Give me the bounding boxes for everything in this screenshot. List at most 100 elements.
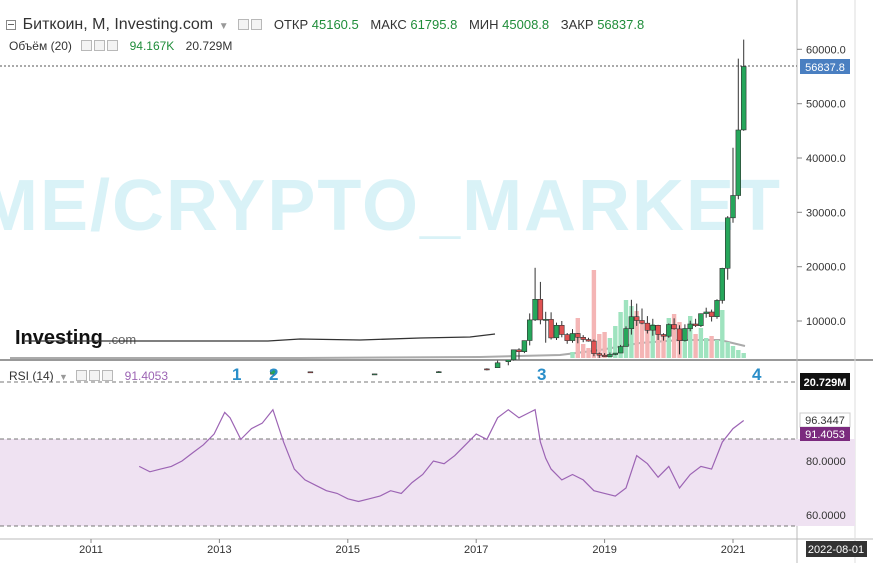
candle: [714, 299, 720, 319]
price-tick-label: 20000.0: [806, 262, 846, 274]
axes: 60000.0 50000.0 40000.0 30000.0 20000.0 10000…: [79, 44, 846, 556]
gear-icon[interactable]: [251, 19, 263, 30]
candle: [724, 216, 731, 280]
volume-bar: [714, 340, 720, 358]
eye-icon[interactable]: [81, 40, 93, 51]
candle-body: [436, 371, 442, 374]
volume-bar: [602, 332, 607, 358]
candle-body: [591, 340, 597, 354]
candle-body: [526, 319, 533, 341]
volume-bar: [682, 328, 687, 358]
volume-bar: [650, 324, 655, 358]
chevron-down-icon[interactable]: ▼: [218, 21, 229, 32]
watermark-text: T.ME/CRYPTO_MARKET: [0, 166, 782, 246]
candle-body: [371, 373, 378, 376]
candle: [650, 318, 656, 336]
volume-bar: [586, 348, 591, 358]
volume-value-2: 20.729M: [185, 39, 233, 53]
eye-icon[interactable]: [238, 19, 250, 30]
candle-body: [601, 354, 608, 357]
candle-body: [703, 311, 709, 314]
candle-body: [714, 300, 720, 317]
candle: [628, 299, 635, 335]
volume-bar: [581, 344, 586, 358]
gear-icon[interactable]: [94, 40, 106, 51]
candle-body: [548, 319, 554, 339]
volume-bar: [693, 334, 698, 358]
candle: [719, 267, 726, 304]
candle: [639, 308, 645, 325]
volume-bar: [607, 338, 613, 358]
candle: [596, 352, 603, 358]
candle-body: [607, 354, 613, 357]
rsi-tick-label: 80.0000: [806, 456, 846, 468]
time-cursor-label: 2022-08-01: [808, 544, 864, 556]
candle: [270, 369, 276, 375]
rsi-value: 91.4053: [124, 369, 169, 383]
current-price-badge: [800, 59, 850, 74]
candle: [671, 318, 677, 330]
volume-bar: [639, 322, 645, 358]
candle-body: [655, 324, 661, 335]
candle-body: [730, 195, 736, 219]
candle-body: [542, 319, 549, 321]
annotation-4: 4: [752, 365, 762, 384]
volume-bar: [618, 312, 623, 358]
candle-body: [682, 328, 688, 341]
price-tick-label: 10000.0: [806, 316, 846, 328]
volume-bar: [570, 352, 575, 358]
candle-body: [617, 346, 624, 354]
candle: [516, 348, 522, 360]
candle-body: [521, 340, 528, 353]
candle-body: [644, 322, 651, 331]
volume-badge: [800, 373, 850, 390]
candle: [703, 307, 709, 318]
candle: [371, 373, 378, 376]
candle-body: [569, 333, 576, 341]
rsi-line: [138, 408, 745, 503]
candle: [692, 318, 699, 327]
volume-bar: [655, 332, 661, 358]
rsi-legend: RSI (14) ▼ 91.4053: [9, 369, 168, 383]
candle: [585, 337, 592, 342]
close-label: ЗАКР: [560, 17, 594, 32]
volume-legend: Объём (20) 94.167K 20.729M: [9, 39, 232, 53]
candle-body: [516, 349, 522, 352]
volume-bar: [741, 353, 746, 358]
logo-text: Investing: [15, 327, 103, 349]
open-label: ОТКР: [273, 17, 309, 32]
investing-logo: Investing .com: [15, 327, 136, 349]
candle-body: [580, 336, 586, 340]
volume-value-1: 94.167K: [129, 39, 175, 53]
candle: [532, 267, 538, 321]
candle-body: [628, 316, 635, 330]
rsi-current-label: 91.4053: [805, 429, 845, 441]
collapse-icon[interactable]: [6, 20, 16, 30]
time-tick-label: 2019: [592, 544, 616, 556]
eye-icon[interactable]: [76, 370, 88, 381]
current-price-label: 56837.8: [805, 62, 845, 74]
candle: [591, 339, 597, 357]
candle: [676, 325, 683, 355]
candle-body: [532, 298, 538, 321]
time-tick-label: 2021: [721, 544, 745, 556]
chevron-down-icon[interactable]: ▼: [59, 372, 68, 382]
candle-body: [537, 298, 544, 321]
candle-body: [596, 353, 603, 356]
candle-body: [307, 371, 314, 374]
close-icon[interactable]: [107, 40, 119, 51]
volume-badge-label: 20.729M: [804, 377, 847, 389]
time-tick-label: 2011: [79, 544, 103, 556]
open-value: 45160.5: [311, 17, 359, 32]
candle-body: [660, 334, 667, 337]
volume-bar: [671, 314, 677, 358]
candle: [687, 320, 693, 332]
close-icon[interactable]: [102, 370, 114, 381]
volume-bar: [725, 342, 730, 358]
gear-icon[interactable]: [89, 370, 101, 381]
candle: [612, 352, 619, 356]
candle-body: [639, 320, 645, 324]
rsi-max-label: 96.3447: [805, 415, 845, 427]
candle-body: [585, 339, 592, 342]
